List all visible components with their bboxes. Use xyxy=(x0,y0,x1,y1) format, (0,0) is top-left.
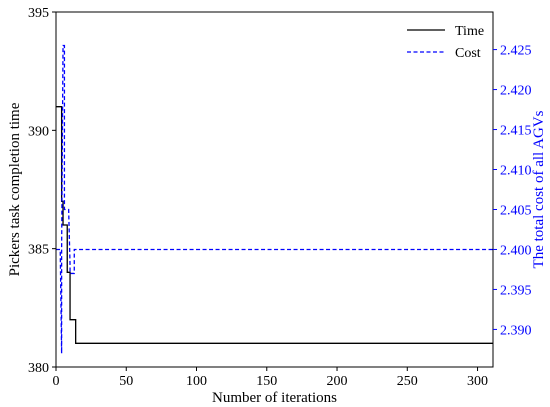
legend: Time Cost xyxy=(407,24,484,61)
x-tick-label: 0 xyxy=(53,374,60,389)
x-tick-label: 300 xyxy=(467,374,488,389)
left-y-axis-label: Pickers task completion time xyxy=(7,102,23,276)
right-y-axis-ticks: 2.390 2.395 2.400 2.405 2.410 2.415 2.420 2.425 xyxy=(493,44,532,339)
x-axis-label: Number of iterations xyxy=(212,390,337,406)
x-tick-label: 200 xyxy=(327,374,348,389)
left-y-tick-label: 385 xyxy=(28,243,49,258)
left-y-tick-label: 390 xyxy=(28,124,49,139)
right-y-tick-label: 2.420 xyxy=(500,84,532,99)
series-line-time xyxy=(56,107,493,344)
right-y-tick-label: 2.425 xyxy=(500,44,532,59)
plot-frame xyxy=(56,12,493,367)
left-y-tick-label: 395 xyxy=(28,6,49,21)
right-y-tick-label: 2.410 xyxy=(500,164,532,179)
right-y-tick-label: 2.390 xyxy=(500,323,532,338)
x-tick-label: 100 xyxy=(186,374,207,389)
x-axis-ticks: 0 50 100 150 200 250 300 xyxy=(53,367,489,389)
x-tick-label: 250 xyxy=(397,374,418,389)
right-y-tick-label: 2.395 xyxy=(500,283,532,298)
right-y-axis-label: The total cost of all AGVs xyxy=(531,110,547,268)
x-tick-label: 150 xyxy=(256,374,277,389)
legend-label-cost: Cost xyxy=(455,46,481,61)
series-layer xyxy=(56,46,493,354)
x-tick-label: 50 xyxy=(119,374,133,389)
right-y-tick-label: 2.405 xyxy=(500,203,532,218)
left-y-tick-label: 380 xyxy=(28,361,49,376)
right-y-tick-label: 2.400 xyxy=(500,243,532,258)
legend-label-time: Time xyxy=(455,24,484,39)
left-y-axis-ticks: 380 385 390 395 xyxy=(28,6,56,376)
right-y-tick-label: 2.415 xyxy=(500,124,532,139)
series-line-cost xyxy=(56,46,493,354)
